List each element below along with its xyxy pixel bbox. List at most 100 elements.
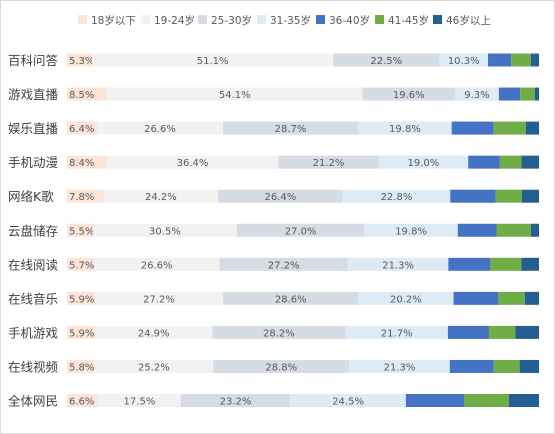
bar-segment-5-6 xyxy=(530,223,539,237)
legend-label-4: 36-40岁 xyxy=(329,14,370,27)
bar-segment-10-2 xyxy=(180,394,291,407)
data-label-10-0: 6.6% xyxy=(69,397,94,408)
category-label-3: 手机动漫 xyxy=(8,155,58,170)
data-label-6-1: 26.6% xyxy=(141,260,173,271)
category-label-2: 娱乐直播 xyxy=(8,121,59,136)
bar-segment-0-1 xyxy=(92,53,334,67)
category-label-10: 全体网民 xyxy=(8,394,58,409)
data-label-6-0: 5.7% xyxy=(69,260,94,271)
data-label-2-2: 28.7% xyxy=(275,124,307,135)
bar-segment-8-5 xyxy=(488,325,516,339)
legend-label-3: 31-35岁 xyxy=(270,14,311,27)
bar-segment-0-3 xyxy=(439,53,489,67)
category-label-7: 在线音乐 xyxy=(8,291,58,306)
data-label-4-3: 22.8% xyxy=(381,192,413,203)
data-label-7-2: 28.6% xyxy=(275,294,307,305)
bar-segment-10-0 xyxy=(67,394,99,407)
bar-segment-6-6 xyxy=(521,257,539,271)
bar-segment-10-3 xyxy=(290,394,406,407)
bar-segment-0-2 xyxy=(333,53,440,67)
bar-segment-1-3 xyxy=(454,87,499,101)
bar-segment-4-4 xyxy=(450,189,496,203)
data-label-8-1: 24.9% xyxy=(138,328,170,339)
bar-segment-8-1 xyxy=(94,325,213,339)
category-label-9: 在线视频 xyxy=(8,359,59,374)
bar-segment-2-4 xyxy=(451,121,494,135)
data-label-2-1: 26.6% xyxy=(144,124,176,135)
bar-segment-0-5 xyxy=(511,53,531,67)
bar-segment-3-1 xyxy=(106,155,279,169)
data-label-8-0: 5.9% xyxy=(69,328,94,339)
legend-swatch-4 xyxy=(316,15,325,24)
bar-segment-3-5 xyxy=(499,155,522,169)
data-label-5-1: 30.5% xyxy=(149,226,181,237)
bar-segment-8-4 xyxy=(447,325,489,339)
data-label-9-2: 28.8% xyxy=(265,362,297,373)
bar-segment-3-3 xyxy=(378,155,469,169)
bar-segment-9-0 xyxy=(67,359,95,373)
bar-segment-4-3 xyxy=(342,189,451,203)
data-label-7-1: 27.2% xyxy=(143,294,175,305)
bar-segment-1-0 xyxy=(67,87,108,101)
bar-segment-2-1 xyxy=(97,121,223,135)
bar-segment-7-1 xyxy=(94,291,224,305)
bar-segment-9-6 xyxy=(519,359,539,373)
data-label-10-1: 17.5% xyxy=(124,397,156,408)
data-label-0-0: 5.3% xyxy=(69,56,94,67)
data-label-0-1: 51.1% xyxy=(197,56,229,67)
bar-segment-8-3 xyxy=(345,325,448,339)
bar-segment-4-0 xyxy=(67,189,104,203)
bar-segment-2-3 xyxy=(358,121,452,135)
data-label-2-0: 6.4% xyxy=(69,124,94,135)
data-label-4-2: 26.4% xyxy=(264,192,296,203)
bar-segment-1-6 xyxy=(534,87,539,101)
data-label-6-3: 21.3% xyxy=(382,260,414,271)
legend-label-1: 19-24岁 xyxy=(154,14,195,27)
data-label-5-0: 5.5% xyxy=(69,226,94,237)
data-label-6-2: 27.2% xyxy=(268,260,300,271)
bar-segment-3-0 xyxy=(67,155,107,169)
legend-swatch-3 xyxy=(257,15,266,24)
legend-swatch-5 xyxy=(375,15,384,24)
legend-label-0: 18岁以下 xyxy=(91,14,136,27)
bar-segment-10-6 xyxy=(508,394,539,407)
bar-segment-9-2 xyxy=(213,359,350,373)
bar-segment-1-1 xyxy=(107,87,363,101)
bar-segment-6-5 xyxy=(490,257,522,271)
bar-segment-6-1 xyxy=(93,257,220,271)
data-label-1-0: 8.5% xyxy=(69,90,94,101)
bar-segment-1-4 xyxy=(498,87,521,101)
bar-segment-7-2 xyxy=(223,291,359,305)
bar-segment-9-4 xyxy=(449,359,494,373)
data-label-4-1: 24.2% xyxy=(145,192,177,203)
data-label-1-3: 9.3% xyxy=(464,90,489,101)
bar-segment-8-0 xyxy=(67,325,95,339)
bar-segment-10-1 xyxy=(98,394,181,407)
bar-segment-4-5 xyxy=(495,189,523,203)
legend-swatch-6 xyxy=(433,15,442,24)
bar-segment-5-0 xyxy=(67,223,93,237)
data-label-3-3: 19.0% xyxy=(407,158,439,169)
bar-segment-6-0 xyxy=(67,257,94,271)
bar-segment-0-6 xyxy=(530,53,539,67)
legend-swatch-1 xyxy=(141,15,150,24)
data-label-1-1: 54.1% xyxy=(219,90,251,101)
data-label-3-1: 36.4% xyxy=(177,158,209,169)
bar-segment-7-6 xyxy=(524,291,539,305)
bar-segment-2-5 xyxy=(493,121,526,135)
bar-segment-5-1 xyxy=(92,223,237,237)
bar-segment-8-6 xyxy=(515,325,539,339)
bar-segment-6-4 xyxy=(448,257,491,271)
bar-segment-2-0 xyxy=(67,121,98,135)
bar-segment-10-4 xyxy=(405,394,465,407)
category-label-8: 手机游戏 xyxy=(8,325,58,340)
data-label-1-2: 19.6% xyxy=(393,90,425,101)
bar-segment-4-6 xyxy=(522,189,539,203)
bar-segment-7-5 xyxy=(498,291,525,305)
bar-segment-3-2 xyxy=(278,155,379,169)
bar-segment-1-5 xyxy=(520,87,535,101)
category-label-4: 网络K歌 xyxy=(8,189,54,204)
bar-segment-7-0 xyxy=(67,291,95,305)
data-label-8-2: 28.2% xyxy=(263,328,295,339)
